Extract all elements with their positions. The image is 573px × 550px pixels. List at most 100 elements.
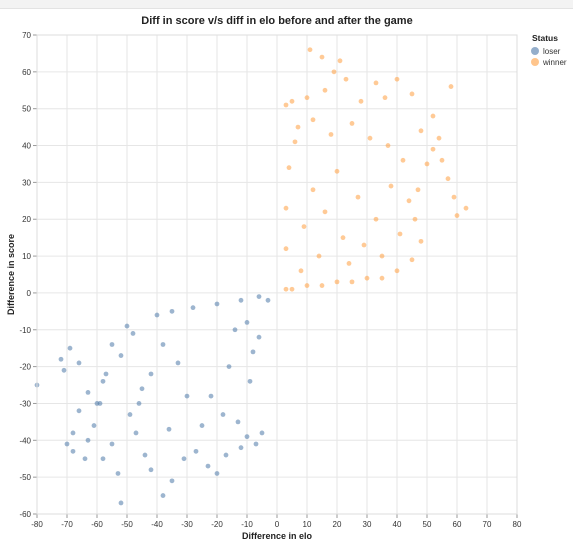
data-point-loser xyxy=(100,378,106,384)
data-point-winner xyxy=(316,253,322,259)
y-tick-label: 10 xyxy=(22,252,31,261)
data-point-loser xyxy=(169,478,175,484)
data-point-loser xyxy=(109,441,115,447)
data-point-winner xyxy=(364,275,370,281)
data-point-loser xyxy=(130,331,136,336)
y-tick-label: -60 xyxy=(19,510,31,519)
data-point-winner xyxy=(289,98,295,104)
data-point-loser xyxy=(193,448,199,454)
data-point-winner xyxy=(382,95,388,101)
data-point-winner xyxy=(379,275,385,281)
x-tick-label: 30 xyxy=(363,520,372,529)
data-point-loser xyxy=(148,467,154,473)
legend-title: Status xyxy=(532,33,558,43)
x-tick-label: 50 xyxy=(423,520,432,529)
data-point-loser xyxy=(253,441,259,447)
data-point-winner xyxy=(412,216,418,222)
data-point-winner xyxy=(418,128,424,134)
data-point-loser xyxy=(175,360,181,366)
data-point-loser xyxy=(244,434,250,440)
y-axis-title: Difference in score xyxy=(6,234,16,315)
data-point-winner xyxy=(424,161,430,167)
data-point-loser xyxy=(61,367,67,373)
data-points xyxy=(34,47,469,506)
data-point-winner xyxy=(349,279,355,285)
data-point-loser xyxy=(154,312,160,318)
data-point-loser xyxy=(256,294,262,300)
legend-marker-winner xyxy=(531,58,539,66)
window-top-bar xyxy=(0,0,573,9)
data-point-loser xyxy=(214,301,220,307)
data-point-loser xyxy=(235,419,241,425)
y-tick-label: -40 xyxy=(19,436,31,445)
data-point-winner xyxy=(373,80,379,86)
data-point-loser xyxy=(160,342,166,347)
data-point-loser xyxy=(244,320,250,325)
data-point-loser xyxy=(118,353,124,358)
data-point-winner xyxy=(463,205,469,211)
data-point-winner xyxy=(388,183,394,189)
data-point-loser xyxy=(115,471,121,476)
data-point-winner xyxy=(292,139,298,145)
y-tick-label: 30 xyxy=(22,178,31,187)
data-point-winner xyxy=(289,286,295,292)
data-point-loser xyxy=(226,364,232,370)
data-point-winner xyxy=(304,283,310,288)
data-point-winner xyxy=(445,176,451,182)
data-point-loser xyxy=(250,349,256,355)
x-axis-ticks: -80 -70 -60 -50 -40 -30 -20 -10 0 10 20 30 40 50 60 70 8… xyxy=(31,514,522,529)
series-winner xyxy=(283,47,469,292)
data-point-winner xyxy=(337,58,343,64)
data-point-winner xyxy=(343,76,349,82)
data-point-winner xyxy=(358,98,364,104)
data-point-winner xyxy=(394,76,400,82)
data-point-winner xyxy=(394,268,400,274)
data-point-winner xyxy=(322,209,328,215)
data-point-loser xyxy=(67,345,73,351)
data-point-winner xyxy=(295,124,301,130)
x-tick-label: 60 xyxy=(453,520,462,529)
data-point-winner xyxy=(385,143,391,148)
data-point-loser xyxy=(148,371,154,377)
x-tick-label: -50 xyxy=(121,520,133,529)
data-point-loser xyxy=(133,430,139,436)
data-point-winner xyxy=(340,235,346,241)
data-point-loser xyxy=(91,423,97,428)
data-point-winner xyxy=(331,69,337,75)
data-point-winner xyxy=(430,146,436,152)
data-point-loser xyxy=(76,360,82,366)
x-tick-label: 70 xyxy=(483,520,492,529)
data-point-loser xyxy=(103,371,109,377)
data-point-winner xyxy=(346,261,352,266)
data-point-loser xyxy=(214,471,220,476)
y-tick-label: 50 xyxy=(22,105,31,114)
data-point-loser xyxy=(256,334,262,340)
x-tick-label: -40 xyxy=(151,520,163,529)
data-point-loser xyxy=(109,342,115,347)
data-point-winner xyxy=(334,279,340,285)
legend-label-loser: loser xyxy=(543,47,561,56)
data-point-loser xyxy=(85,437,91,443)
data-point-loser xyxy=(118,500,124,506)
x-tick-label: 80 xyxy=(513,520,522,529)
legend: Status loser winner xyxy=(531,33,567,67)
data-point-loser xyxy=(247,378,253,384)
data-point-winner xyxy=(430,113,436,119)
x-axis-title: Difference in elo xyxy=(242,531,313,541)
data-point-loser xyxy=(223,452,229,458)
y-tick-label: 40 xyxy=(22,142,31,151)
y-tick-label: -10 xyxy=(19,326,31,335)
data-point-loser xyxy=(199,423,205,428)
data-point-winner xyxy=(406,198,412,204)
data-point-winner xyxy=(283,286,289,292)
data-point-winner xyxy=(436,135,442,141)
data-point-winner xyxy=(301,224,307,230)
data-point-loser xyxy=(142,452,148,458)
data-point-winner xyxy=(286,165,292,171)
data-point-loser xyxy=(160,493,166,498)
data-point-loser xyxy=(238,297,244,303)
data-point-winner xyxy=(400,157,406,163)
data-point-winner xyxy=(409,91,415,97)
data-point-loser xyxy=(82,456,88,462)
x-tick-label: 20 xyxy=(333,520,342,529)
